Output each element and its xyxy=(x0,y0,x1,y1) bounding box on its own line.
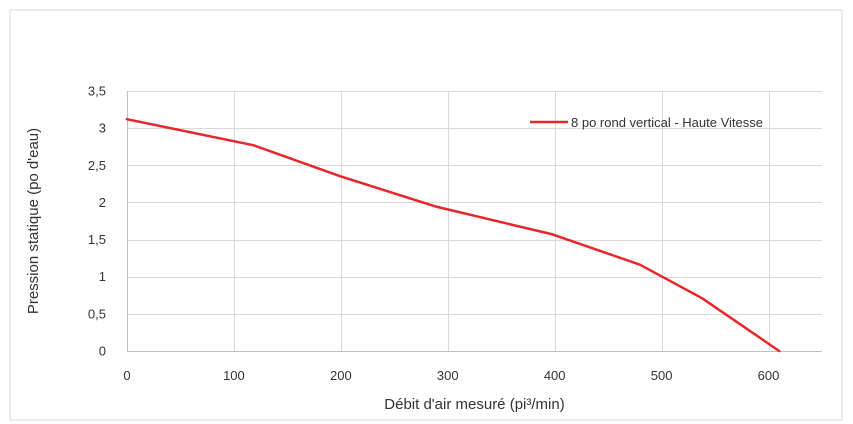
legend: 8 po rond vertical - Haute Vitesse xyxy=(530,115,763,130)
y-tick-labels: 0 0,5 1 1,5 2 2,5 3 3,5 xyxy=(88,84,106,359)
y-tick-label: 0,5 xyxy=(88,306,106,321)
x-tick-label: 400 xyxy=(544,368,566,383)
x-axis-title: Débit d'air mesuré (pi³/min) xyxy=(384,396,564,413)
series-line xyxy=(125,117,781,353)
x-tick-labels: 0 100 200 300 400 500 600 xyxy=(123,368,779,383)
y-tick-label: 1,5 xyxy=(88,232,106,247)
axes xyxy=(127,91,822,352)
x-tick-label: 200 xyxy=(330,368,352,383)
y-tick-label: 2,5 xyxy=(88,158,106,173)
x-tick-label: 0 xyxy=(123,368,130,383)
y-tick-label: 3 xyxy=(99,121,106,136)
chart-frame xyxy=(9,9,843,421)
y-tick-label: 2 xyxy=(99,195,106,210)
x-tick-label: 500 xyxy=(651,368,673,383)
y-tick-label: 3,5 xyxy=(88,84,106,99)
series-lines xyxy=(125,117,781,353)
x-tick-label: 300 xyxy=(437,368,459,383)
legend-label: 8 po rond vertical - Haute Vitesse xyxy=(571,115,763,130)
x-tick-label: 100 xyxy=(223,368,245,383)
grid-lines xyxy=(127,91,822,351)
y-axis-title: Pression statique (po d'eau) xyxy=(25,128,42,314)
y-tick-label: 0 xyxy=(99,344,106,359)
y-tick-label: 1 xyxy=(99,269,106,284)
x-tick-label: 600 xyxy=(758,368,780,383)
